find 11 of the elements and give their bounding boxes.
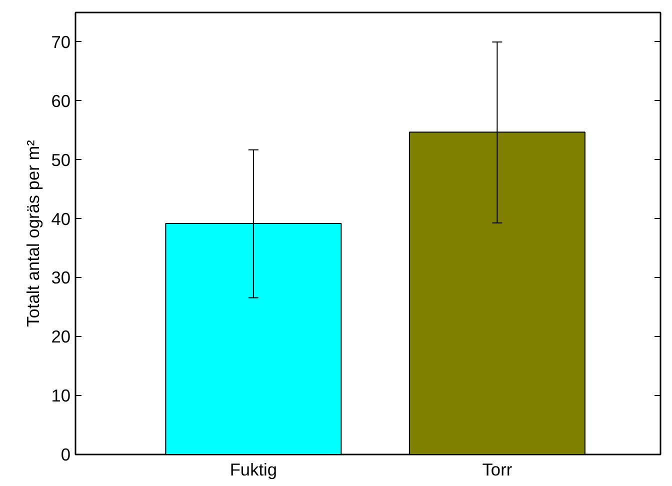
y-tick-label: 0 (60, 444, 71, 464)
y-tick-label: 50 (51, 150, 71, 170)
y-tick-label: 40 (51, 208, 71, 229)
y-tick-label: 20 (51, 326, 71, 347)
y-tick-label: 70 (51, 32, 71, 52)
y-tick-label: 30 (51, 268, 71, 288)
y-axis-title: Totalt antal ogräs per m² (23, 140, 44, 327)
x-tick-label: Fuktig (230, 460, 278, 480)
y-tick-label: 10 (51, 386, 71, 406)
y-tick-label: 60 (51, 90, 71, 111)
x-tick-label: Torr (482, 460, 512, 480)
